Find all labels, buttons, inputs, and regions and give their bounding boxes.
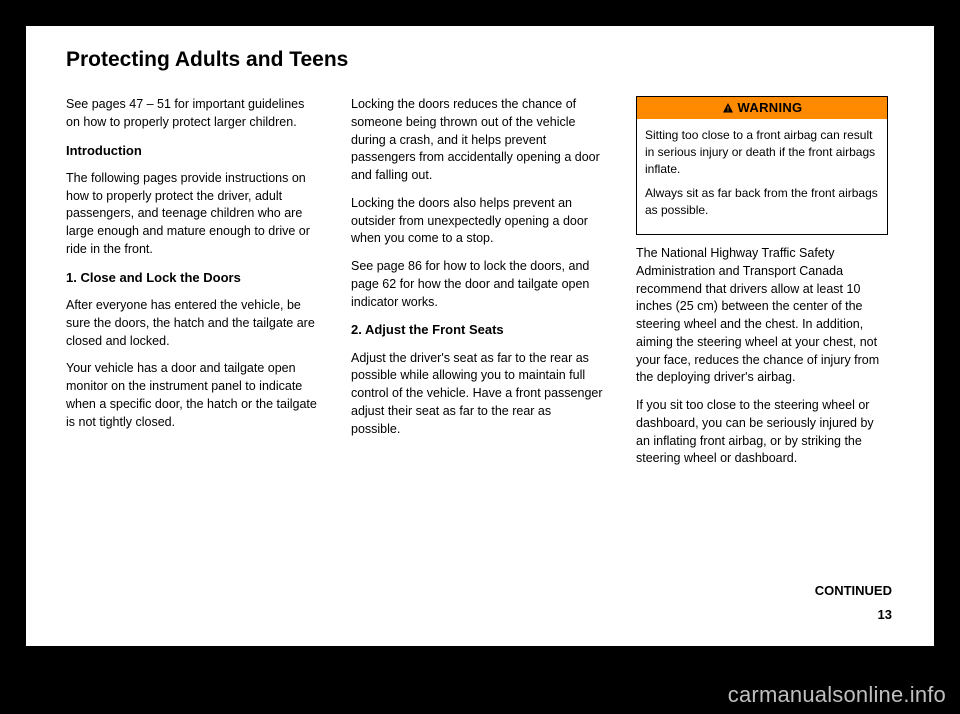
watermark-text: carmanualsonline.info (728, 682, 946, 708)
warning-box: WARNING Sitting too close to a front air… (636, 96, 888, 235)
body-text: The following pages provide instructions… (66, 170, 318, 259)
subheading-intro: Introduction (66, 142, 318, 160)
body-text: Locking the doors also helps prevent an … (351, 195, 603, 248)
page-canvas: Protecting Adults and Teens See pages 47… (26, 26, 934, 646)
body-text: See pages 47 – 51 for important guidelin… (66, 96, 318, 132)
body-text: See page 86 for how to lock the doors, a… (351, 258, 603, 311)
warning-header: WARNING (637, 97, 887, 119)
body-text: Your vehicle has a door and tailgate ope… (66, 360, 318, 431)
manual-page: Protecting Adults and Teens See pages 47… (0, 0, 960, 714)
body-text: The National Highway Traffic Safety Admi… (636, 245, 888, 387)
warning-text: Sitting too close to a front airbag can … (645, 127, 879, 177)
subheading-step-2: 2. Adjust the Front Seats (351, 321, 603, 339)
column-3: WARNING Sitting too close to a front air… (636, 96, 888, 478)
page-number: 13 (878, 607, 892, 622)
body-text: Locking the doors reduces the chance of … (351, 96, 603, 185)
body-text: Adjust the driver's seat as far to the r… (351, 350, 603, 439)
warning-label: WARNING (738, 99, 803, 117)
body-text: After everyone has entered the vehicle, … (66, 297, 318, 350)
continued-label: CONTINUED (815, 583, 892, 598)
warning-text: Always sit as far back from the front ai… (645, 185, 879, 218)
column-2: Locking the doors reduces the chance of … (351, 96, 603, 448)
subheading-step-1: 1. Close and Lock the Doors (66, 269, 318, 287)
column-1: See pages 47 – 51 for important guidelin… (66, 96, 318, 441)
alert-icon (722, 102, 734, 114)
body-text: If you sit too close to the steering whe… (636, 397, 888, 468)
page-title: Protecting Adults and Teens (66, 48, 348, 72)
side-section-caption: Driver and Passenger Safety (942, 147, 954, 296)
